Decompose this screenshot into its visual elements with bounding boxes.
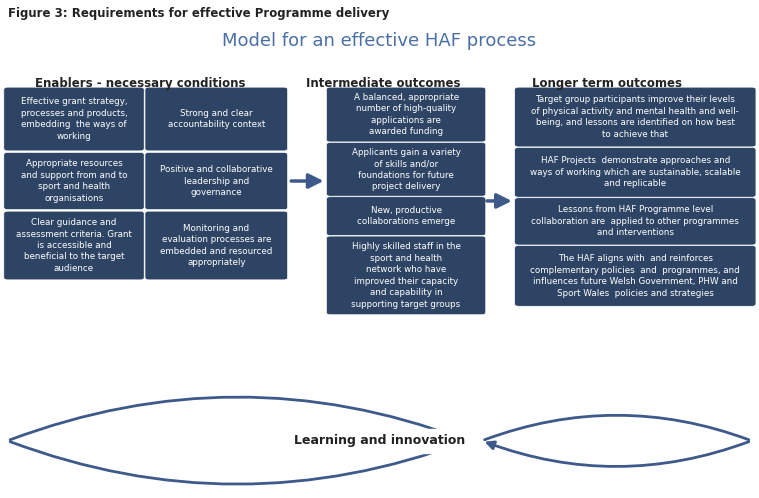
Text: Longer term outcomes: Longer term outcomes: [532, 77, 682, 90]
Text: Enablers - necessary conditions: Enablers - necessary conditions: [35, 77, 246, 90]
Text: Monitoring and
evaluation processes are
embedded and resourced
appropriately: Monitoring and evaluation processes are …: [160, 224, 272, 267]
Text: Strong and clear
accountability context: Strong and clear accountability context: [168, 109, 265, 129]
FancyArrowPatch shape: [10, 397, 461, 440]
Text: Clear guidance and
assessment criteria. Grant
is accessible and
beneficial to th: Clear guidance and assessment criteria. …: [16, 218, 132, 273]
Text: Learning and innovation: Learning and innovation: [294, 434, 465, 447]
FancyArrowPatch shape: [484, 415, 749, 440]
FancyBboxPatch shape: [4, 87, 144, 151]
Text: A balanced, appropriate
number of high-quality
applications are
awarded funding: A balanced, appropriate number of high-q…: [354, 93, 458, 136]
Text: Effective grant strategy,
processes and products,
embedding  the ways of
working: Effective grant strategy, processes and …: [20, 97, 128, 141]
Text: Positive and collaborative
leadership and
governance: Positive and collaborative leadership an…: [160, 165, 272, 197]
FancyBboxPatch shape: [145, 152, 288, 210]
FancyBboxPatch shape: [515, 87, 756, 147]
Text: HAF Projects  demonstrate approaches and
ways of working which are sustainable, : HAF Projects demonstrate approaches and …: [530, 156, 741, 188]
Text: Model for an effective HAF process: Model for an effective HAF process: [222, 32, 537, 50]
FancyBboxPatch shape: [326, 142, 486, 196]
FancyBboxPatch shape: [326, 197, 486, 236]
FancyBboxPatch shape: [326, 87, 486, 142]
FancyBboxPatch shape: [145, 87, 288, 151]
Text: New, productive
collaborations emerge: New, productive collaborations emerge: [357, 206, 455, 227]
FancyBboxPatch shape: [326, 236, 486, 315]
Text: Lessons from HAF Programme level
collaboration are  applied to other programmes
: Lessons from HAF Programme level collabo…: [531, 205, 739, 238]
Text: Intermediate outcomes: Intermediate outcomes: [306, 77, 461, 90]
FancyArrowPatch shape: [487, 442, 749, 467]
Text: Figure 3: Requirements for effective Programme delivery: Figure 3: Requirements for effective Pro…: [8, 7, 389, 20]
FancyBboxPatch shape: [515, 246, 756, 306]
FancyBboxPatch shape: [515, 198, 756, 245]
FancyBboxPatch shape: [4, 211, 144, 280]
FancyBboxPatch shape: [4, 152, 144, 210]
Text: Applicants gain a variety
of skills and/or
foundations for future
project delive: Applicants gain a variety of skills and/…: [351, 147, 461, 191]
Text: Target group participants improve their levels
of physical activity and mental h: Target group participants improve their …: [531, 95, 739, 139]
Text: Appropriate resources
and support from and to
sport and health
organisations: Appropriate resources and support from a…: [20, 159, 128, 203]
Text: The HAF aligns with  and reinforces
complementary policies  and  programmes, and: The HAF aligns with and reinforces compl…: [531, 254, 740, 298]
FancyArrowPatch shape: [10, 442, 465, 484]
Text: Highly skilled staff in the
sport and health
network who have
improved their cap: Highly skilled staff in the sport and he…: [351, 242, 461, 309]
FancyBboxPatch shape: [145, 211, 288, 280]
FancyBboxPatch shape: [515, 147, 756, 197]
